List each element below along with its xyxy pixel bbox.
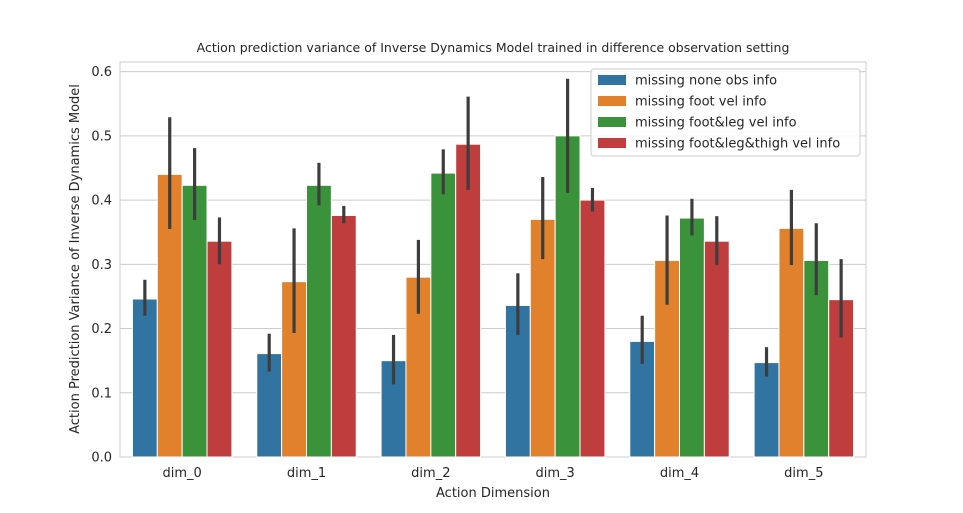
y-tick-label: 0.6 bbox=[91, 65, 112, 80]
x-tick-label: dim_4 bbox=[660, 466, 699, 481]
bar bbox=[330, 215, 357, 458]
legend-label: missing none obs info bbox=[635, 74, 777, 89]
y-tick-label: 0.4 bbox=[91, 194, 112, 209]
legend-label: missing foot vel info bbox=[635, 95, 767, 110]
y-axis-ticks: 0.0 0.1 0.2 0.3 0.4 0.5 0.6 bbox=[91, 65, 112, 465]
legend-label: missing foot&leg&thigh vel info bbox=[635, 137, 840, 152]
y-tick-label: 0.1 bbox=[91, 386, 112, 401]
legend-box bbox=[590, 68, 861, 157]
y-tick-label: 0.3 bbox=[91, 258, 112, 273]
x-axis-ticks: dim_0 dim_1 dim_2 dim_3 dim_4 dim_5 bbox=[163, 466, 824, 481]
bar bbox=[430, 172, 457, 458]
bar bbox=[206, 240, 233, 458]
bar bbox=[679, 217, 705, 458]
y-tick-label: 0.5 bbox=[91, 129, 112, 144]
x-tick-label: dim_5 bbox=[784, 466, 823, 481]
bar bbox=[753, 362, 780, 458]
x-tick-label: dim_1 bbox=[287, 466, 326, 481]
bars bbox=[131, 135, 855, 458]
error-bars bbox=[143, 78, 843, 385]
y-tick-label: 0.2 bbox=[91, 322, 112, 337]
legend-swatch bbox=[598, 96, 626, 106]
bar bbox=[455, 143, 482, 458]
x-tick-label: dim_0 bbox=[163, 466, 202, 481]
bar bbox=[306, 184, 332, 458]
bar bbox=[778, 227, 805, 458]
y-axis-label: Action Prediction Variance of Inverse Dy… bbox=[68, 84, 83, 434]
x-tick-label: dim_3 bbox=[536, 466, 575, 481]
bar bbox=[181, 184, 208, 458]
bar bbox=[703, 240, 730, 458]
legend-swatch bbox=[598, 75, 626, 85]
legend-swatch bbox=[598, 117, 626, 127]
bar bbox=[803, 259, 830, 458]
legend: missing none obs info missing foot vel in… bbox=[590, 68, 861, 157]
chart-title: Action prediction variance of Inverse Dy… bbox=[197, 40, 790, 55]
x-axis-label: Action Dimension bbox=[436, 486, 550, 501]
legend-swatch bbox=[598, 138, 626, 148]
x-tick-label: dim_2 bbox=[411, 466, 450, 481]
legend-label: missing foot&leg vel info bbox=[635, 116, 797, 131]
bar bbox=[131, 298, 158, 458]
bar bbox=[579, 199, 606, 458]
y-tick-label: 0.0 bbox=[91, 451, 112, 466]
